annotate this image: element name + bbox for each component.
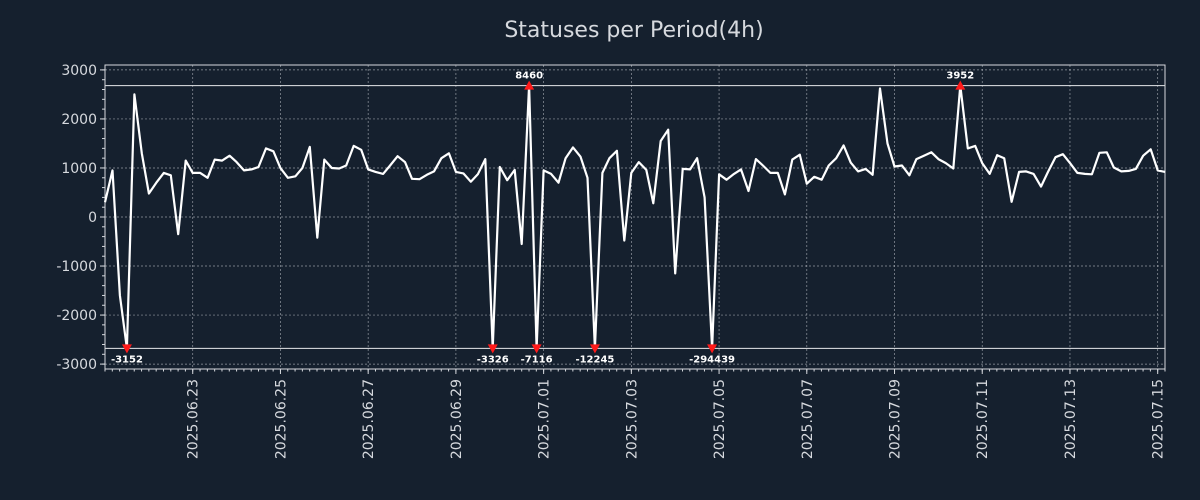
x-tick-label: 2025.06.29 [449,379,465,459]
annotation-marker [487,344,498,354]
annotation-label: -3152 [111,354,143,365]
x-tick-label: 2025.07.09 [888,379,904,459]
annotation-marker [707,344,718,354]
chart-title: Statuses per Period(4h) [504,18,763,43]
annotation-label: -12245 [575,354,614,365]
y-tick-label: -1000 [56,259,97,275]
x-tick-label: 2025.07.01 [537,379,553,459]
annotation-label: -7116 [521,354,553,365]
x-tick-label: 2025.07.03 [624,379,640,459]
axes: 3000 2000 1000 0 -1000 -2000 -3000 2025.06.23 20… [56,63,1166,459]
annotations: -3152 -3326 8460 -7116 -12245 -294439 3952 [111,71,974,366]
series-layer [103,84,1166,350]
x-tick-label: 2025.07.13 [1063,379,1079,459]
x-tick-label: 2025.06.25 [273,379,289,459]
x-tick-label: 2025.06.27 [361,379,377,459]
plot-frame [104,64,1166,370]
x-tick-label: 2025.06.23 [186,379,202,459]
annotation-label: -294439 [689,354,735,365]
annotation-marker [955,80,966,90]
annotation-marker [121,344,132,354]
y-tick-label: 0 [88,210,97,226]
annotation-label: 8460 [515,71,543,82]
y-tick-label: -2000 [56,308,97,324]
x-tick-label: 2025.07.07 [800,379,816,459]
x-tick-label: 2025.07.05 [712,379,728,459]
x-tick-label: 2025.07.15 [1151,379,1167,459]
annotation-label: 3952 [946,71,974,82]
series-line [103,84,1166,350]
grid [105,65,1165,369]
y-tick-label: -3000 [56,357,97,373]
x-tick-label: 2025.07.11 [975,379,991,459]
y-tick-label: 2000 [61,112,97,128]
annotation-marker [524,80,535,90]
annotation-marker [531,344,542,354]
annotation-marker [589,344,600,354]
y-tick-label: 3000 [61,63,97,79]
y-tick-label: 1000 [61,161,97,177]
annotation-label: -3326 [477,354,509,365]
